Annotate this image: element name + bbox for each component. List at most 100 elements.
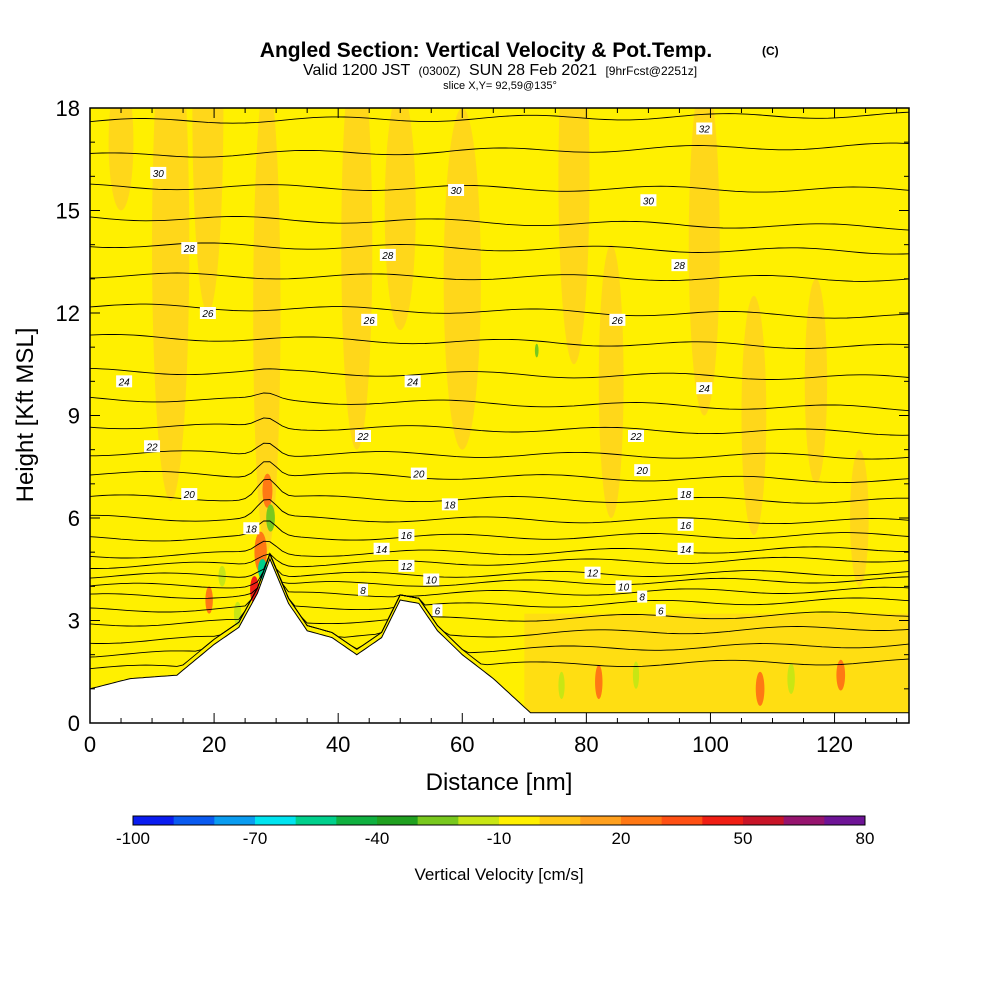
x-tick-label: 0 — [84, 732, 96, 757]
isentrope-line — [90, 111, 909, 124]
updraft-shading — [558, 108, 590, 365]
isentrope-line — [90, 183, 909, 193]
y-tick-label: 3 — [68, 609, 80, 634]
subtitle-date: SUN 28 Feb 2021 — [469, 62, 597, 79]
y-tick-label: 18 — [56, 96, 80, 121]
updraft-shading — [741, 295, 767, 536]
isentrope-label: 22 — [628, 430, 644, 443]
isentrope-label-bg — [441, 498, 458, 511]
isentrope-label-bg — [634, 464, 651, 477]
isentrope-label-bg — [379, 248, 396, 261]
isentrope-label: 18 — [441, 498, 458, 511]
isentrope-label-bg — [432, 604, 443, 617]
isentrope-label-bg — [358, 583, 368, 596]
isentrope-label: 18 — [677, 488, 694, 501]
isentrope-label: 26 — [609, 313, 626, 327]
terrain — [89, 557, 910, 724]
isentrope-label: 8 — [637, 590, 648, 604]
isentrope-label: 26 — [199, 307, 216, 320]
isentrope-label-text: 26 — [363, 316, 376, 327]
velocity-spot — [558, 671, 565, 700]
isentrope-label: 28 — [379, 248, 396, 262]
colorbar-segment — [417, 816, 459, 825]
isentrope-label-bg — [373, 542, 390, 555]
isentrope-label-bg — [144, 440, 161, 453]
isentrope-line — [90, 552, 909, 589]
velocity-spot — [787, 663, 795, 694]
isentrope-label-bg — [637, 590, 648, 603]
isentrope-label-text: 20 — [412, 470, 425, 481]
colorbar-tick-label: 50 — [734, 829, 753, 848]
colorbar-tick-label: -70 — [243, 829, 268, 848]
isentrope-label-text: 6 — [435, 606, 441, 617]
isentrope-label-text: 16 — [680, 521, 692, 532]
colorbar-tick-label: 20 — [612, 829, 631, 848]
colorbar-segment — [458, 816, 500, 825]
colorbar-tick-label: -40 — [365, 829, 390, 848]
isentrope-label-bg — [696, 122, 713, 135]
isentrope-label-text: 30 — [643, 196, 655, 207]
chart-subtitle: Valid 1200 JST (0300Z) SUN 28 Feb 2021 [… — [303, 62, 697, 79]
y-tick-label: 12 — [56, 301, 80, 326]
isentrope-label-text: 24 — [406, 377, 419, 388]
isentrope-label-bg — [199, 307, 216, 319]
isentrope-label: 28 — [671, 259, 688, 272]
colorbar-segment — [295, 816, 337, 825]
velocity-spot — [534, 343, 539, 358]
isentrope-label-bg — [423, 573, 440, 586]
x-axis-label: Distance [nm] — [426, 769, 573, 796]
updraft-shading — [108, 108, 134, 211]
isentrope-label-text: 14 — [376, 545, 388, 556]
colorbar-tick-label: -10 — [487, 829, 512, 848]
x-tick-label: 120 — [816, 732, 853, 757]
isentrope-label-bg — [410, 467, 427, 480]
isentrope-label: 20 — [410, 467, 427, 481]
isentrope-label: 24 — [404, 375, 421, 388]
updraft-shading — [253, 108, 281, 553]
colorbar-segment — [580, 816, 622, 825]
updraft-shading — [341, 108, 373, 450]
isentrope-label-bg — [355, 430, 371, 442]
isentrope-line — [90, 478, 909, 504]
isentrope-label-bg — [448, 184, 465, 196]
isentrope-label: 30 — [640, 194, 657, 207]
colorbar-segment — [539, 816, 581, 825]
isentrope-label-bg — [398, 529, 415, 542]
isentrope-label-text: 8 — [639, 593, 645, 604]
isentrope-line — [90, 552, 909, 579]
isentrope-line — [90, 142, 909, 158]
isentrope-line — [90, 520, 909, 542]
isentrope-line — [90, 392, 909, 412]
low-level-shading — [524, 613, 909, 713]
updraft-shading — [598, 244, 624, 518]
isentrope-label: 24 — [696, 382, 713, 395]
isentrope-label-text: 6 — [658, 606, 664, 617]
isentrope-label: 14 — [677, 542, 694, 556]
isentrope-label: 22 — [144, 440, 161, 453]
isentrope-label-text: 26 — [201, 309, 214, 320]
isentrope-label: 10 — [423, 573, 440, 587]
isentrope-label-text: 10 — [426, 576, 438, 587]
isentrope-label: 12 — [398, 559, 415, 573]
isentrope-label-text: 14 — [680, 545, 692, 556]
isentrope-label: 18 — [243, 522, 260, 535]
isentrope-line — [90, 367, 909, 380]
colorbar-segment — [377, 816, 419, 825]
colorbar-segment — [173, 816, 215, 825]
velocity-spot — [205, 586, 213, 614]
updraft-shading — [152, 108, 190, 501]
isentrope-line — [90, 552, 909, 599]
isentrope-label-text: 12 — [401, 562, 413, 573]
isentrope-label-text: 8 — [360, 586, 366, 597]
isentrope-line — [90, 216, 909, 231]
isentrope-label: 32 — [696, 122, 713, 136]
isentrope-label-text: 30 — [451, 186, 463, 197]
isentrope-line — [90, 461, 909, 484]
velocity-spot — [262, 473, 273, 508]
isentrope-label-text: 24 — [698, 384, 711, 395]
isentrope-label: 30 — [448, 184, 465, 197]
isentrope-line — [90, 272, 909, 282]
colorbar-segment — [621, 816, 663, 825]
colorbar-segment — [702, 816, 744, 825]
x-tick-label: 60 — [450, 732, 474, 757]
